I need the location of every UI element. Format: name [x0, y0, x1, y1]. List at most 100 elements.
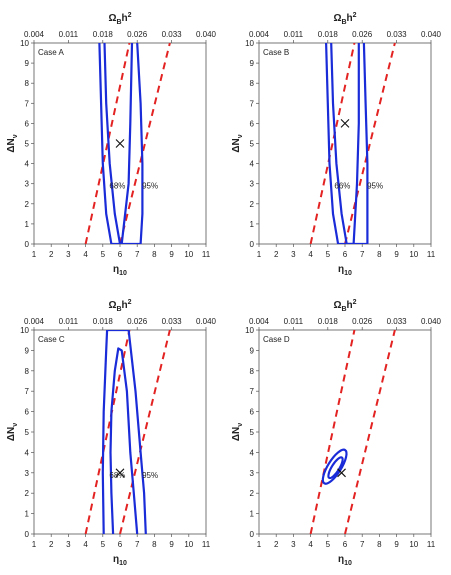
- x-tick-label: 5: [326, 250, 331, 259]
- top-tick-label: 0.033: [387, 30, 408, 39]
- x-tick-label: 8: [152, 250, 157, 259]
- x-tick-label: 9: [394, 250, 399, 259]
- x-tick-label: 3: [66, 250, 71, 259]
- x-tick-label: 1: [32, 540, 37, 549]
- y-axis-label: ΔNν: [231, 423, 244, 441]
- top-tick-label: 0.026: [352, 30, 373, 39]
- top-tick-label: 0.011: [59, 30, 79, 39]
- annotation-label: 68%: [109, 182, 125, 191]
- plot-area: [84, 330, 171, 534]
- y-axis-label-sub: ν: [237, 134, 244, 138]
- plot-area: [309, 330, 396, 534]
- x-tick-label: 3: [66, 540, 71, 549]
- y-tick-label: 2: [25, 200, 30, 209]
- x-tick-label: 6: [343, 250, 348, 259]
- x-tick-label: 4: [308, 250, 313, 259]
- dashed-line: [344, 43, 396, 244]
- y-tick-label: 5: [250, 140, 255, 149]
- y-axis-label-main: ΔN: [231, 427, 242, 441]
- y-tick-label: 4: [25, 160, 30, 169]
- y-tick-label: 5: [25, 140, 30, 149]
- x-tick-label: 1: [257, 250, 262, 259]
- y-tick-label: 6: [25, 408, 30, 417]
- x-tick-label: 4: [308, 540, 313, 549]
- x-tick-label: 6: [118, 250, 123, 259]
- dashed-line: [344, 330, 396, 534]
- top-label-sub: B: [341, 19, 346, 26]
- y-tick-label: 6: [250, 408, 255, 417]
- y-tick-label: 3: [25, 180, 30, 189]
- y-tick-label: 10: [20, 39, 29, 48]
- top-label-h: h: [122, 300, 128, 311]
- y-tick-label: 2: [250, 489, 255, 498]
- dashed-line: [119, 43, 171, 244]
- x-tick-label: 5: [326, 540, 331, 549]
- top-label-sup: 2: [128, 299, 132, 306]
- top-label-h: h: [347, 300, 353, 311]
- x-tick-label: 8: [377, 250, 382, 259]
- top-tick-label: 0.018: [93, 30, 114, 39]
- x-tick-label: 10: [184, 540, 193, 549]
- y-tick-label: 10: [245, 39, 254, 48]
- top-label-h: h: [122, 13, 128, 24]
- y-tick-label: 8: [25, 367, 30, 376]
- y-tick-label: 7: [250, 387, 255, 396]
- y-tick-label: 2: [250, 200, 255, 209]
- y-tick-label: 4: [25, 448, 30, 457]
- x-tick-label: 2: [49, 540, 54, 549]
- top-label-omega: Ω: [333, 300, 341, 311]
- x-axis-label-sub: 10: [119, 270, 127, 277]
- y-tick-label: 8: [250, 79, 255, 88]
- top-label-omega: Ω: [108, 13, 116, 24]
- top-tick-label: 0.026: [352, 317, 373, 326]
- annotation-label: 95%: [142, 182, 158, 191]
- case-label: Case C: [38, 335, 65, 344]
- x-tick-label: 9: [169, 540, 174, 549]
- top-tick-label: 0.033: [162, 30, 183, 39]
- x-tick-label: 4: [83, 250, 88, 259]
- y-tick-label: 6: [25, 119, 30, 128]
- y-axis-label-sub: ν: [12, 423, 19, 427]
- x-axis-label: η10: [113, 264, 127, 277]
- y-tick-label: 0: [250, 240, 255, 249]
- y-tick-label: 9: [25, 59, 30, 68]
- y-tick-label: 9: [25, 346, 30, 355]
- top-tick-label: 0.040: [421, 317, 442, 326]
- top-tick-label: 0.018: [93, 317, 114, 326]
- x-tick-label: 3: [291, 540, 296, 549]
- x-axis-label-main: η: [113, 554, 119, 565]
- best-fit-marker: [340, 119, 350, 128]
- x-axis-label-main: η: [338, 554, 344, 565]
- top-tick-label: 0.033: [387, 317, 408, 326]
- best-fit-marker: [115, 468, 125, 478]
- x-axis-label: η10: [113, 554, 127, 567]
- top-axis-label: ΩBh2: [108, 299, 131, 313]
- x-tick-label: 11: [427, 250, 436, 259]
- x-tick-label: 4: [83, 540, 88, 549]
- x-tick-label: 11: [202, 540, 211, 549]
- top-tick-label: 0.004: [249, 317, 270, 326]
- y-tick-label: 8: [25, 79, 30, 88]
- plot-area: [84, 43, 171, 244]
- y-tick-label: 0: [25, 530, 30, 539]
- y-tick-label: 10: [20, 326, 29, 335]
- x-tick-label: 7: [135, 540, 140, 549]
- contour-line: [103, 43, 134, 244]
- y-tick-label: 3: [250, 469, 255, 478]
- top-label-h: h: [347, 13, 353, 24]
- y-tick-label: 10: [245, 326, 254, 335]
- x-tick-label: 7: [360, 540, 365, 549]
- y-tick-label: 1: [250, 510, 255, 519]
- annotation-label: 66%: [334, 182, 350, 191]
- y-tick-label: 1: [25, 510, 30, 519]
- plot-area: [309, 43, 396, 244]
- y-tick-label: 0: [250, 530, 255, 539]
- x-tick-label: 10: [184, 250, 193, 259]
- x-tick-label: 7: [135, 250, 140, 259]
- x-tick-label: 9: [169, 250, 174, 259]
- x-tick-label: 3: [291, 250, 296, 259]
